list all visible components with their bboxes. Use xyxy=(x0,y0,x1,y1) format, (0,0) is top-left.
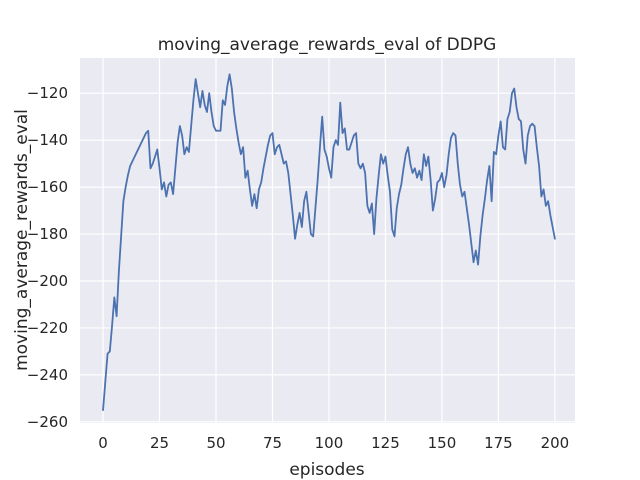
y-tick-label: −180 xyxy=(26,225,68,244)
y-tick-label: −200 xyxy=(26,271,68,290)
x-tick-label: 100 xyxy=(314,434,344,452)
x-tick-label: 0 xyxy=(98,434,108,452)
x-tick-label: 125 xyxy=(371,434,400,452)
x-tick-label: 50 xyxy=(206,434,226,452)
y-tick-label: −120 xyxy=(26,84,68,103)
y-tick-label: −160 xyxy=(26,178,68,197)
x-tick-label: 25 xyxy=(149,434,170,452)
chart-title: moving_average_rewards_eval of DDPG xyxy=(157,35,497,55)
x-axis-label: episodes xyxy=(289,460,365,480)
x-tick-label: 150 xyxy=(427,434,457,452)
y-tick-label: −140 xyxy=(26,131,68,150)
y-tick-label: −260 xyxy=(26,412,68,431)
x-tick-label: 200 xyxy=(540,434,570,452)
y-tick-label: −220 xyxy=(26,318,68,337)
x-tick-label: 75 xyxy=(262,434,283,452)
x-tick-label: 175 xyxy=(484,434,513,452)
reward-curve xyxy=(102,73,556,411)
plot-area xyxy=(80,58,575,423)
y-tick-label: −240 xyxy=(26,365,68,384)
line-chart-svg xyxy=(80,58,575,423)
